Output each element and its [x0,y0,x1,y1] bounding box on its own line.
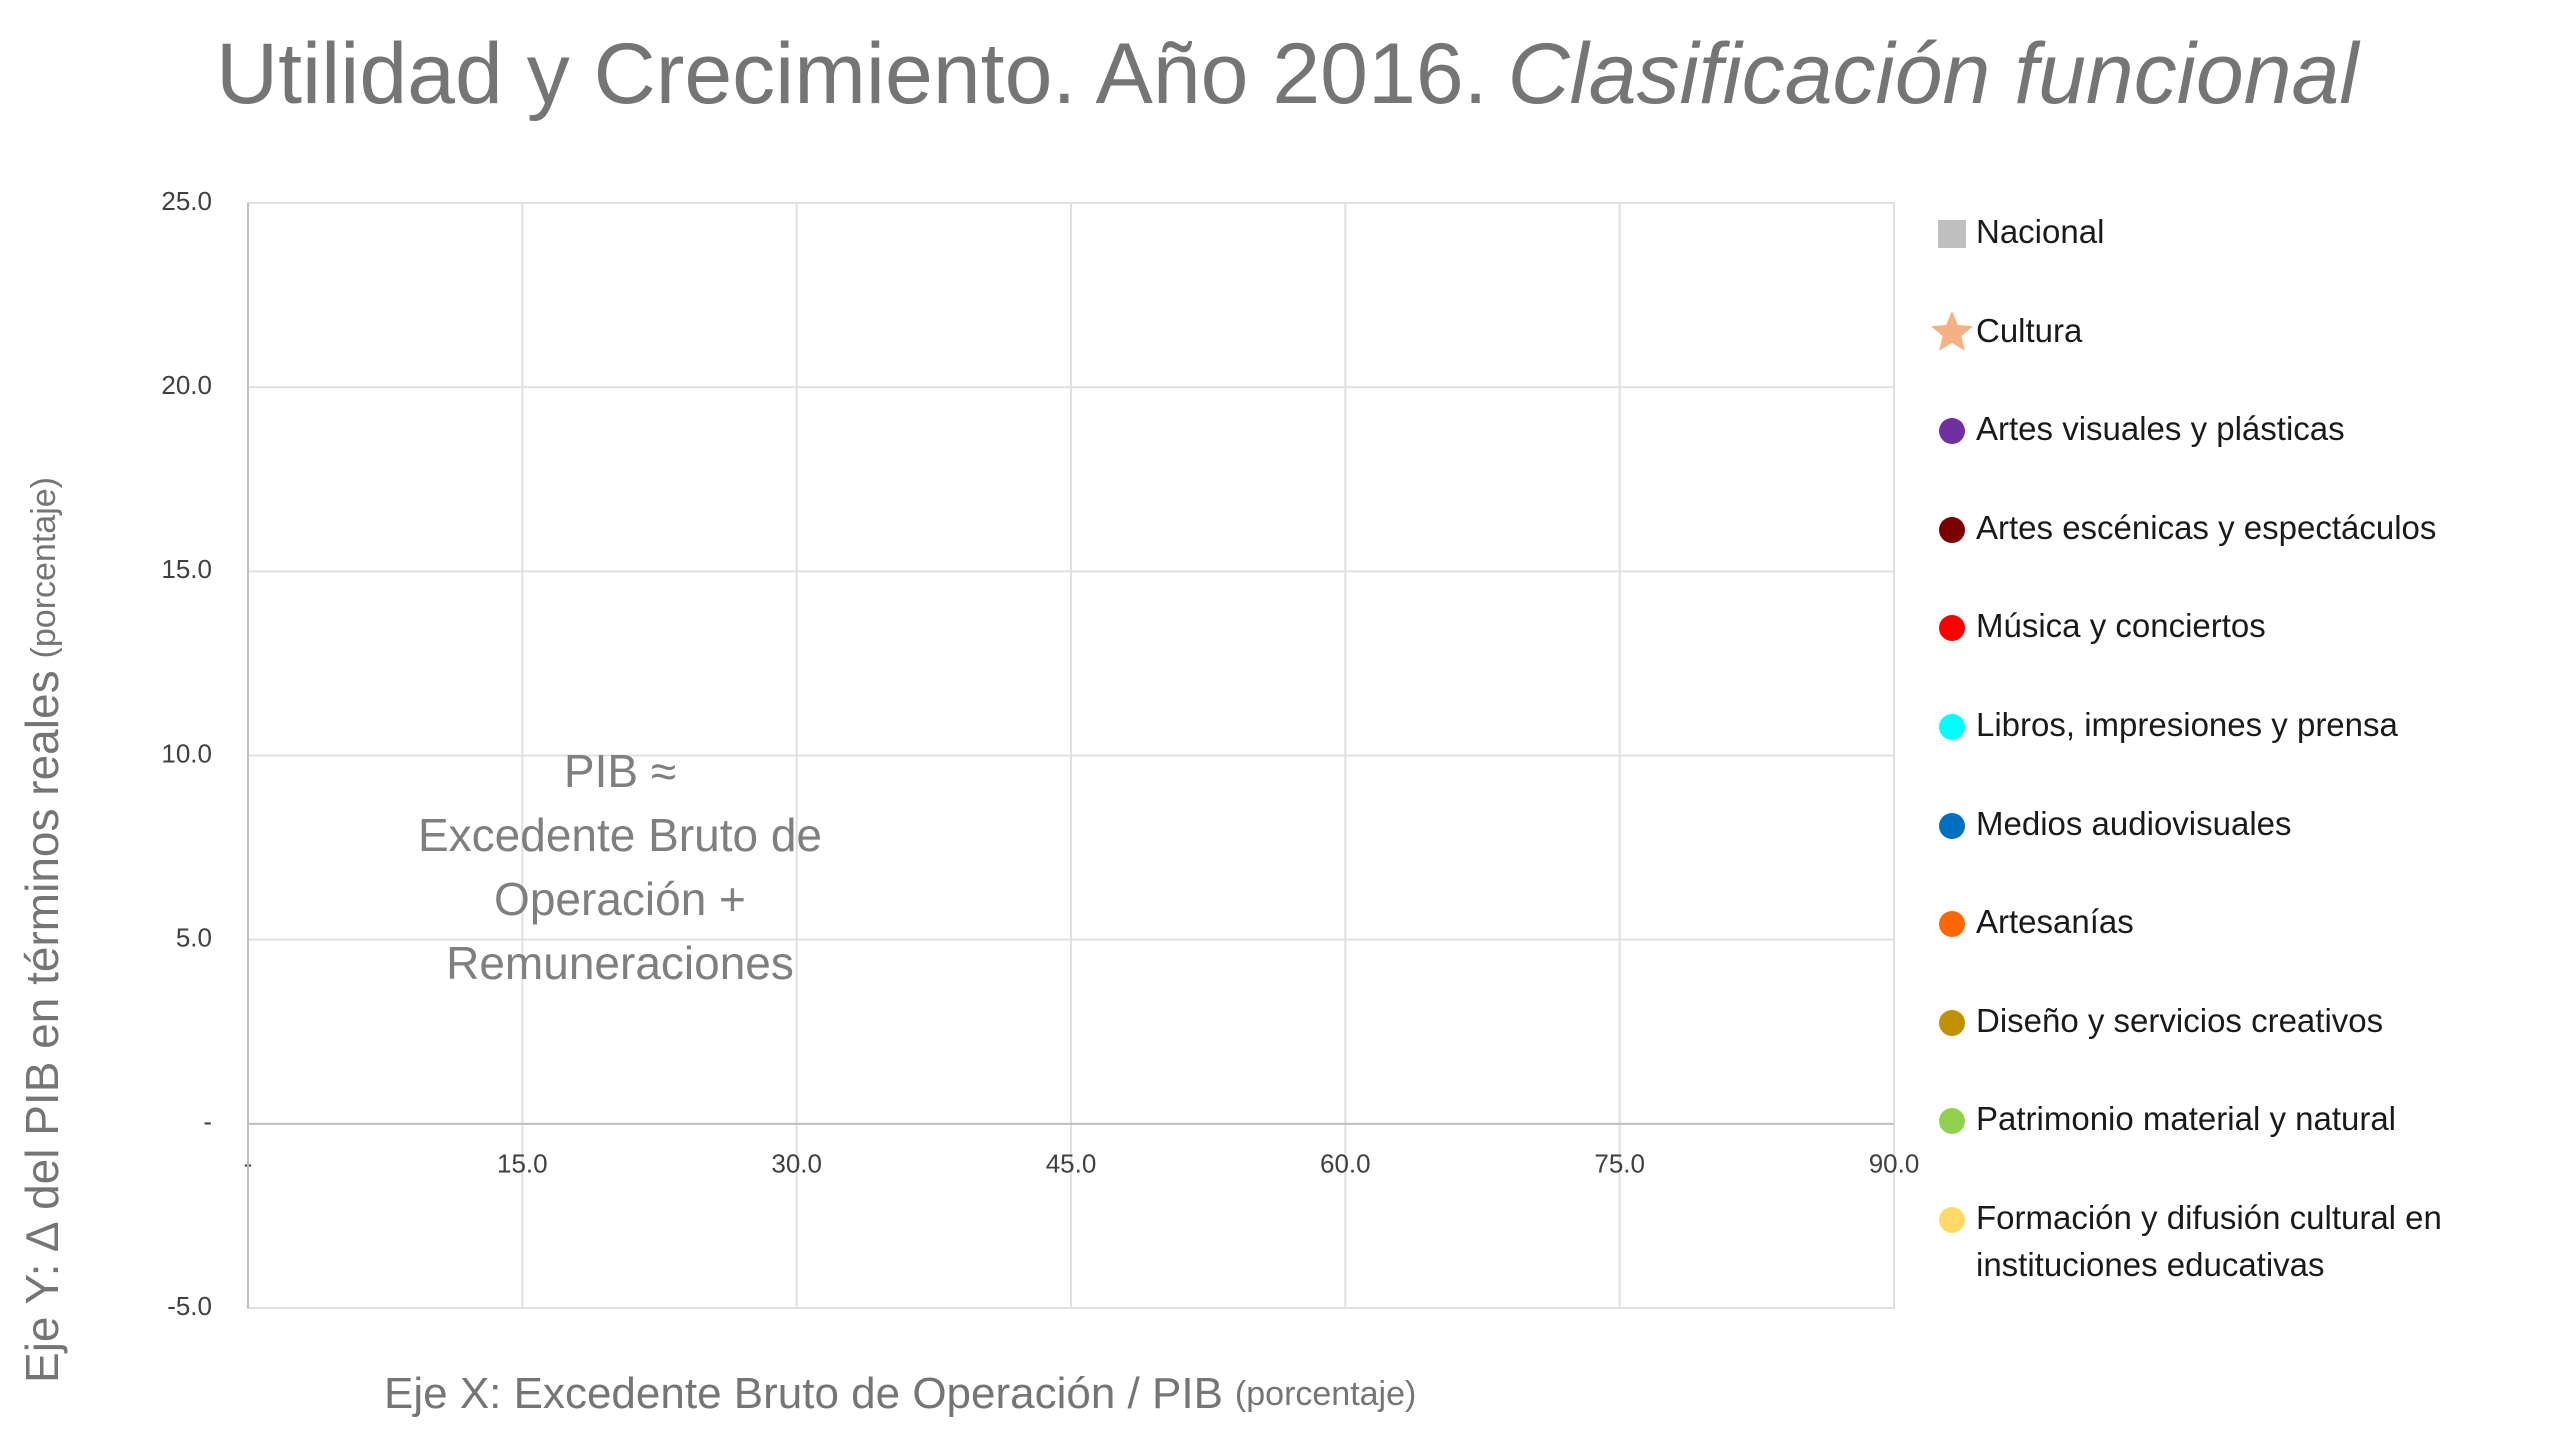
legend-label: Patrimonio material y natural [1976,1100,2397,1138]
legend-item: Libros, impresiones y prensa [1930,693,2550,792]
legend-icon [1939,418,1965,445]
x-tick-label: 75.0 [1594,1149,1645,1179]
marker [1939,812,1965,839]
legend-icon [1939,1108,1965,1135]
marker [1939,418,1965,445]
legend-icon [1938,220,1966,248]
subtitle: Clasificación funcional [1508,26,2362,122]
marker [1939,1206,1965,1233]
marker [1939,1108,1965,1135]
legend-icon [1939,812,1965,839]
annotation-line: Remuneraciones [446,937,794,989]
y-tick-label: 20.0 [161,370,212,400]
legend-item: Artes visuales y plásticas [1930,397,2550,496]
legend-icon [1939,1206,1965,1233]
marker [1939,615,1965,642]
marker [1939,911,1965,938]
x-axis-title: Eje X: Excedente Bruto de Operación / PI… [384,1369,1416,1418]
x-label: Eje X: Excedente Bruto de Operación / PI… [384,1369,1223,1418]
annotation-line: Operación + [494,873,746,925]
legend-label: Artesanías [1976,903,2134,941]
legend-label: Formación y difusión cultural en institu… [1976,1198,2442,1283]
legend-item: Música y conciertos [1930,594,2550,693]
x-tick-label: 60.0 [1320,1149,1371,1179]
legend-item: Nacional [1930,200,2550,299]
legend: Nacional Cultura Artes visuales y plástica… [1930,200,2550,1285]
legend-item: Cultura [1930,299,2550,398]
y-label: Eje Y: ∆ del PIB en términos reales [16,670,68,1383]
marker [1931,310,1973,351]
legend-icon [1939,516,1965,543]
legend-icon [1939,911,1965,938]
marker [1938,220,1966,248]
x-tick-label: 15.0 [497,1149,548,1179]
legend-label: Música y conciertos [1976,607,2266,645]
annotation: PIB ≈ Excedente Bruto de Operación + Remune… [418,745,822,989]
legend-label: Artes escénicas y espectáculos [1976,508,2437,546]
x-label-unit: (porcentaje) [1235,1375,1416,1413]
legend-icon [1939,615,1965,642]
y-tick-label: 5.0 [176,923,212,953]
legend-item: Patrimonio material y natural [1930,1087,2550,1186]
legend-icon [1939,1009,1965,1036]
legend-item: Formación y difusión cultural en institu… [1930,1186,2550,1285]
legend-label: Diseño y servicios creativos [1976,1001,2384,1039]
legend-label: Nacional [1976,213,2105,250]
legend-label: Cultura [1976,311,2083,349]
chart-title: Utilidad y Crecimiento. Año 2016. Clasifi… [216,26,2361,122]
y-tick-label: - [203,1107,212,1137]
y-label-unit: (porcentaje) [25,477,63,658]
legend-item: Medios audiovisuales [1930,792,2550,891]
legend-icon [1939,713,1965,740]
annotation-line: Excedente Bruto de [418,809,822,861]
y-tick-label: 15.0 [161,554,212,584]
legend-label: Artes visuales y plásticas [1976,410,2345,448]
y-tick-label: -5.0 [167,1291,212,1321]
annotation-line: PIB ≈ [564,745,676,797]
y-tick-label: 10.0 [161,738,212,768]
marker [1939,713,1965,740]
legend-label: Libros, impresiones y prensa [1976,705,2398,743]
marker [1939,516,1965,543]
legend-label: Medios audiovisuales [1976,804,2292,842]
legend-item: Artesanías [1930,890,2550,989]
y-tick-label: 25.0 [161,186,212,216]
legend-icon [1931,310,1973,351]
x-tick-label: 45.0 [1046,1149,1097,1179]
y-axis-title: Eje Y: ∆ del PIB en términos reales (porc… [16,477,68,1383]
title: Utilidad y Crecimiento. Año 2016. [216,26,1488,122]
marker [1939,1009,1965,1036]
x-tick-label: 90.0 [1869,1149,1920,1179]
legend-item: Diseño y servicios creativos [1930,989,2550,1088]
legend-item: Artes escénicas y espectáculos [1930,496,2550,595]
x-tick-label: 30.0 [771,1149,822,1179]
